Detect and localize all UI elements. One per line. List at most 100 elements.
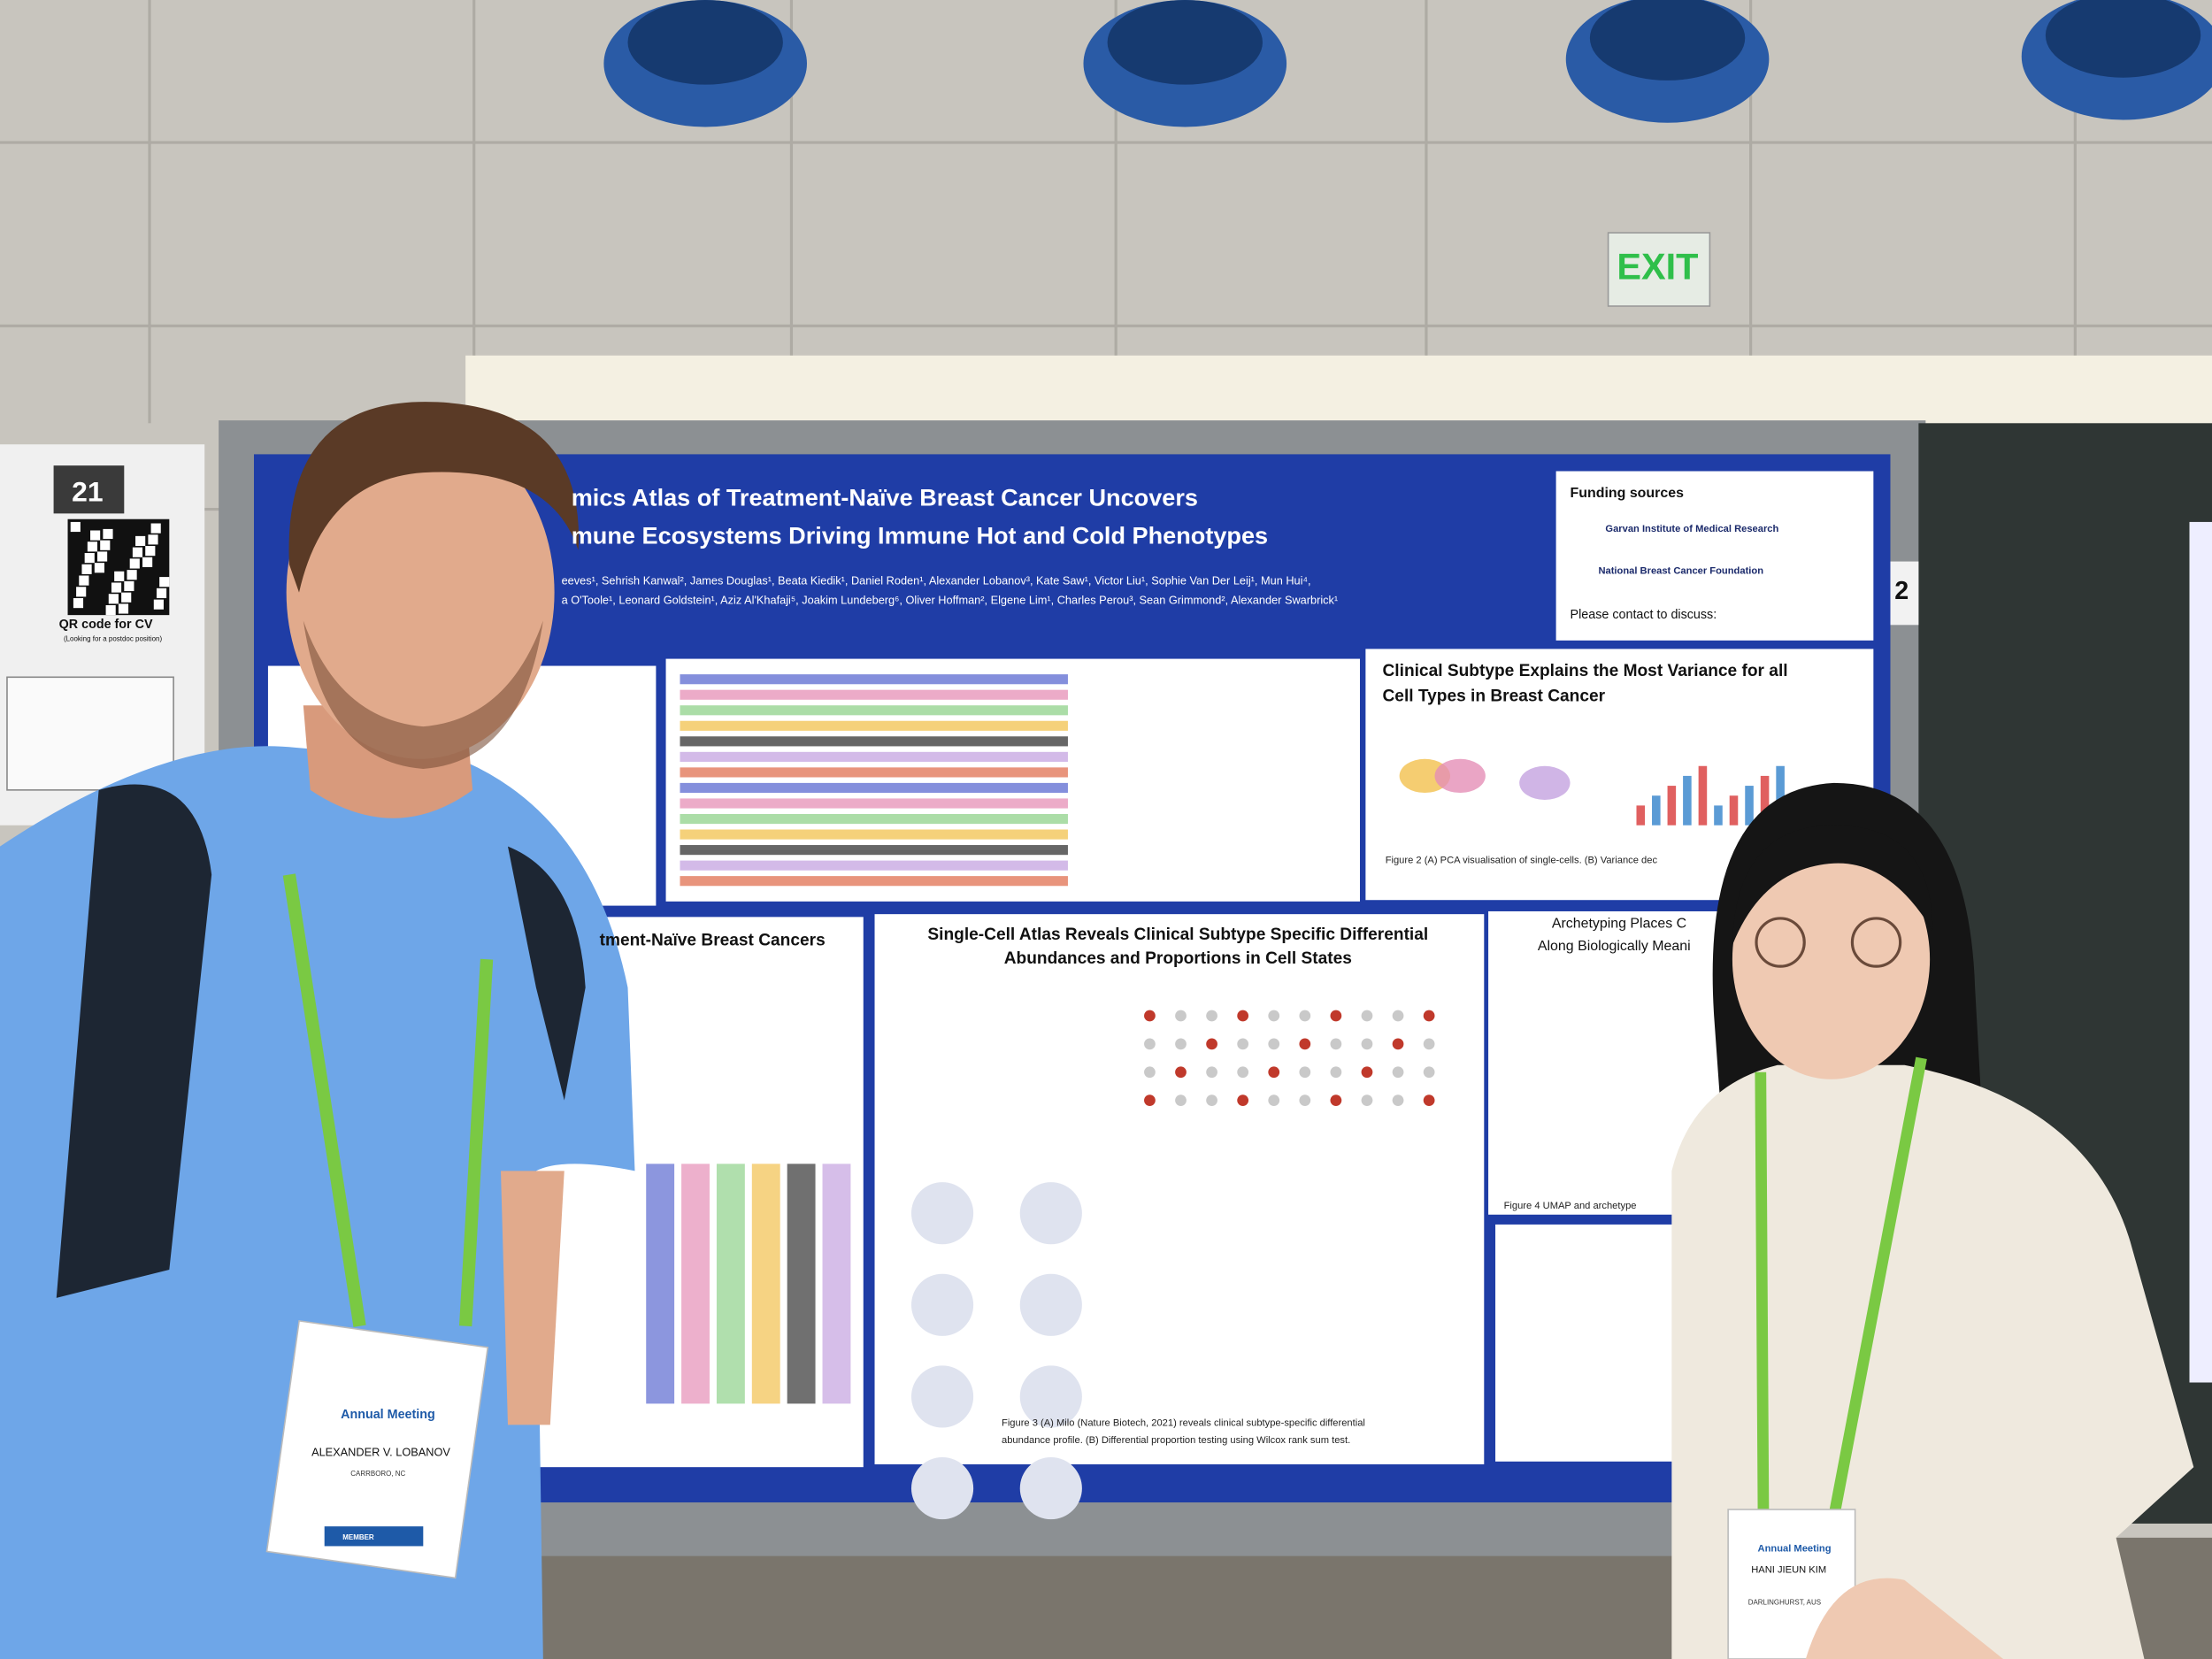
poster-authors: a O'Toole¹, Leonard Goldstein¹, Aziz Al'… [562, 594, 1339, 607]
woman-hand [1805, 1578, 2004, 1659]
glasses [1755, 917, 1806, 968]
umap-thumb [910, 1457, 974, 1520]
badge-meeting: Annual Meeting [1758, 1544, 1832, 1555]
figure-caption: Figure 2 (A) PCA visualisation of single… [1386, 856, 1658, 866]
qr-cell [150, 523, 161, 534]
dot [1206, 1066, 1217, 1079]
dot [1392, 1038, 1404, 1050]
dot [1361, 1038, 1373, 1050]
umap-blob [1399, 758, 1451, 794]
dot [1237, 1038, 1249, 1050]
dot [1392, 1066, 1404, 1079]
wall-seam [789, 0, 794, 424]
qr-cell [100, 540, 111, 550]
heatmap-row [680, 845, 1068, 856]
dot [1268, 1066, 1280, 1079]
qr-cell [76, 587, 87, 597]
variance-bar [1760, 775, 1770, 826]
funding-org: National Breast Cancer Foundation [1598, 566, 1763, 577]
qr-cell [105, 604, 116, 616]
umap-blob [1434, 758, 1486, 794]
dot [1144, 1038, 1156, 1050]
heatmap-row [680, 813, 1068, 825]
texts: EXIT 21 QR code for CV (Looking for a po… [59, 245, 1909, 1606]
badge-name: HANI JIEUN KIM [1751, 1565, 1826, 1576]
wall-seam [0, 141, 2212, 144]
qr-cell [114, 571, 125, 581]
funding-heading: Funding sources [1571, 486, 1685, 501]
woman-fringe [1732, 825, 1933, 946]
dot [1361, 1010, 1373, 1022]
variance-bar [1652, 795, 1661, 826]
poster-panel [1495, 1224, 1687, 1462]
variance-bar [1683, 775, 1692, 826]
lanyard [1755, 1056, 1927, 1518]
man-beard [303, 620, 543, 769]
dot [1392, 1094, 1404, 1106]
umap-thumb [910, 1182, 974, 1245]
heatmap-row [680, 751, 1068, 762]
woman-head [1732, 839, 1931, 1079]
section-heading: Single-Cell Atlas Reveals Clinical Subty… [927, 926, 1428, 944]
umap-thumb [910, 1273, 974, 1336]
variance-bar [1745, 786, 1754, 826]
proportion-col [646, 1164, 675, 1404]
heatmap-row [680, 720, 1068, 731]
dot [1237, 1066, 1249, 1079]
variance-bar [1776, 765, 1785, 826]
poster-panel [874, 914, 1485, 1464]
glasses [1850, 917, 1902, 968]
section-heading: tment-Naïve Breast Cancers [600, 932, 826, 950]
badge-name: ALEXANDER V. LOBANOV [311, 1446, 450, 1459]
number-tag [53, 465, 125, 514]
variance-bar [1667, 786, 1677, 826]
section-heading: Along Biologically Meani [1538, 939, 1691, 954]
umap-blob [1519, 765, 1571, 801]
dot [1330, 1010, 1342, 1022]
poster-authors: eeves¹, Sehrish Kanwal², James Douglas¹,… [562, 573, 1311, 587]
dot [1268, 1038, 1280, 1050]
dot [1237, 1010, 1249, 1022]
heatmap-row [680, 782, 1068, 794]
dot [1268, 1010, 1280, 1022]
qr-cell [142, 557, 153, 567]
qr-cell [84, 553, 95, 564]
badge-role: MEMBER [342, 1533, 374, 1541]
duct-opening [627, 0, 783, 85]
dot [1299, 1038, 1311, 1050]
heatmap-row [680, 674, 1068, 685]
dot [1330, 1038, 1342, 1050]
dot [1361, 1066, 1373, 1079]
badge-location: DARLINGHURST, AUS [1748, 1598, 1821, 1606]
qr-cell [87, 541, 98, 552]
dot [1175, 1094, 1187, 1106]
dot [1144, 1066, 1156, 1079]
heatmap-row [680, 860, 1068, 871]
figure-caption: Figure 4 UMAP and archetype [1504, 1201, 1637, 1211]
qr-cell [159, 577, 170, 588]
umap-thumb [1019, 1182, 1082, 1245]
heatmap-row [680, 829, 1068, 840]
proportion-col [787, 1164, 816, 1404]
section-heading: Archetyping Places C [1552, 917, 1686, 932]
qr-cell [111, 582, 122, 593]
wall-seam [1114, 0, 1118, 424]
umap-thumb [1019, 1457, 1082, 1520]
dot [1299, 1094, 1311, 1106]
dot [1423, 1038, 1435, 1050]
poster-title: mics Atlas of Treatment-Naïve Breast Can… [572, 484, 1198, 511]
qr-cell [127, 570, 137, 580]
heatmap-row [680, 767, 1068, 778]
proportion-col [822, 1164, 851, 1404]
qr-cell [103, 528, 113, 540]
duct-opening [1589, 0, 1746, 81]
proportion-col [751, 1164, 780, 1404]
dot [1423, 1010, 1435, 1022]
funding-box [1555, 471, 1874, 641]
exit-sign-text: EXIT [1617, 245, 1698, 287]
heatmap-row [680, 736, 1068, 747]
heatmap-row [680, 798, 1068, 809]
exit-sign [1607, 232, 1711, 307]
dot [1206, 1038, 1217, 1050]
